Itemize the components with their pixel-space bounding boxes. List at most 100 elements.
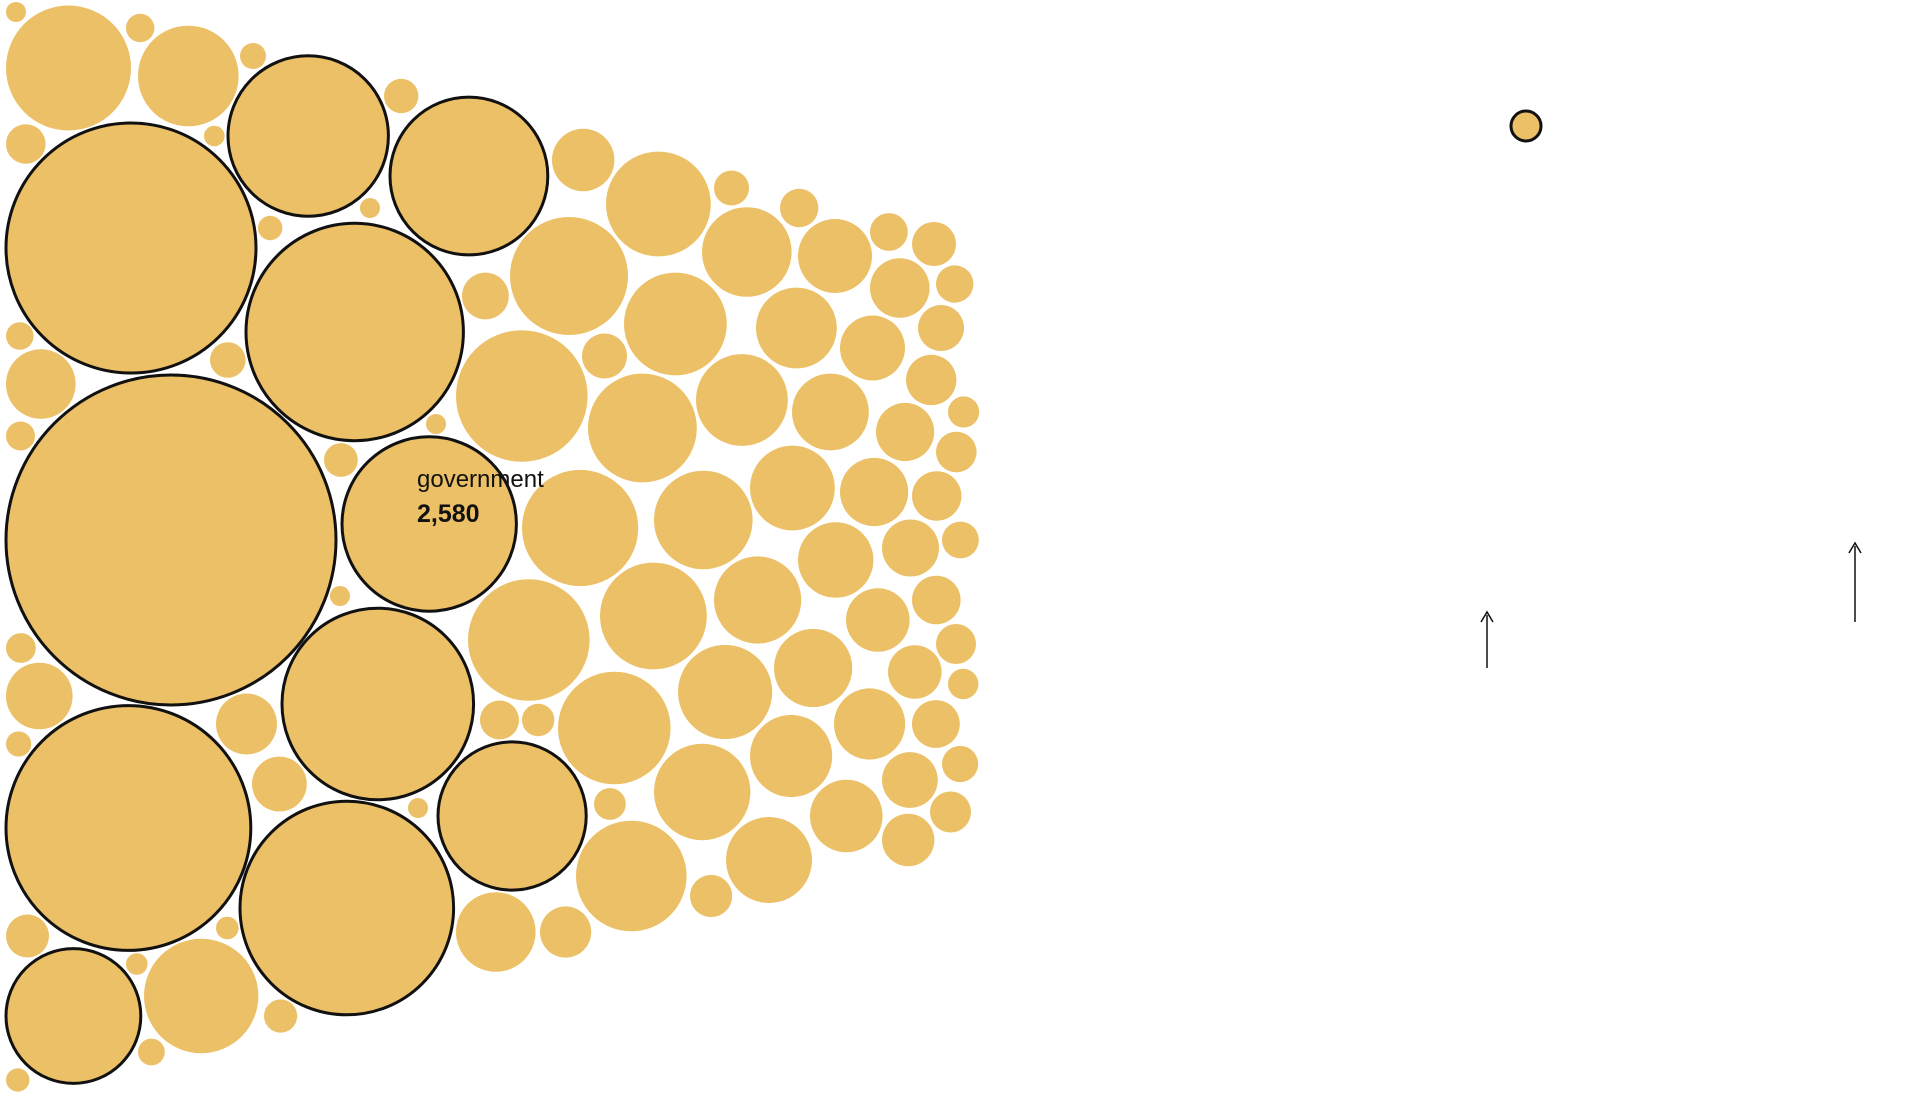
highlight-value: 2,580 — [417, 500, 480, 528]
bubble — [600, 562, 707, 670]
bubble — [882, 813, 935, 867]
bubble — [906, 354, 957, 406]
bubble — [216, 693, 277, 755]
bubble — [780, 188, 819, 228]
bubble — [870, 258, 930, 318]
bubble-outlined — [238, 799, 456, 1017]
bubble — [576, 820, 687, 932]
bubble — [324, 443, 358, 477]
bubble — [936, 624, 976, 664]
bubble — [912, 575, 961, 625]
bubble — [330, 586, 350, 606]
bubble — [6, 914, 49, 958]
bubble — [912, 471, 962, 521]
bubble-outlined — [340, 435, 518, 613]
bubble — [408, 798, 428, 818]
bubble — [582, 333, 627, 379]
bubble — [750, 714, 833, 798]
bubble — [834, 688, 906, 760]
bubble — [6, 731, 32, 757]
bubble — [6, 5, 131, 131]
bubble — [540, 906, 592, 958]
bubble — [594, 788, 626, 820]
bubble-outlined — [4, 121, 258, 375]
bubble-outlined — [4, 704, 253, 952]
bubble — [750, 445, 835, 531]
bubble — [912, 222, 956, 266]
bubble — [6, 349, 76, 419]
bubble — [798, 522, 874, 598]
bubble — [792, 373, 869, 451]
annotation-arrow-1 — [1480, 610, 1494, 668]
bubble — [6, 633, 36, 663]
bubble — [522, 469, 639, 587]
bubble — [126, 953, 148, 975]
bubble — [138, 25, 239, 127]
bubble — [882, 519, 939, 577]
bubble-outlined — [280, 606, 476, 802]
bubble — [462, 272, 509, 320]
bubble — [690, 874, 733, 918]
bubble — [948, 668, 979, 700]
bubble — [510, 217, 628, 335]
bubble — [456, 892, 536, 972]
bubble — [840, 457, 909, 527]
highlight-label: government — [417, 466, 544, 493]
bubble-outlined — [226, 54, 390, 218]
annotation-arrow-2 — [1848, 541, 1862, 622]
bubble — [930, 791, 971, 833]
bubble — [948, 396, 980, 428]
bubble — [606, 151, 711, 257]
bubble — [942, 521, 979, 559]
bubble — [810, 779, 883, 853]
bubble-outlined — [388, 95, 550, 257]
bubble — [696, 354, 788, 446]
bubble — [360, 198, 380, 218]
bubble-outlined — [244, 221, 465, 443]
bubble — [426, 414, 446, 434]
bubble — [6, 124, 46, 164]
bubble — [942, 745, 979, 783]
bubble — [264, 999, 298, 1033]
bubble — [882, 752, 938, 808]
bubble — [6, 421, 35, 451]
legend-bubble — [1509, 109, 1543, 143]
bubble — [774, 628, 853, 708]
bubble — [468, 579, 590, 701]
bubble — [756, 287, 837, 369]
bubble — [456, 330, 588, 462]
bubble — [702, 207, 792, 297]
bubble — [240, 43, 266, 69]
bubble — [252, 756, 307, 812]
bubble — [714, 170, 749, 206]
bubble — [126, 13, 155, 43]
bubble — [714, 556, 802, 644]
bubble — [654, 470, 753, 570]
bubble — [216, 916, 239, 940]
bubble — [6, 662, 73, 730]
bubble — [888, 645, 942, 699]
bubble — [936, 431, 977, 473]
bubble — [798, 219, 872, 293]
bubble-group — [4, 2, 980, 1092]
bubble — [846, 588, 910, 652]
bubble — [6, 1068, 30, 1092]
bubble — [918, 305, 964, 351]
bubble — [6, 2, 26, 22]
bubble — [5, 322, 34, 350]
bubble — [870, 213, 908, 251]
bubble — [624, 272, 727, 376]
bubble — [144, 938, 259, 1054]
bubble — [840, 315, 905, 381]
bubble — [678, 644, 773, 740]
bubble — [876, 402, 935, 462]
annotation-group: government 2,580 — [417, 109, 1862, 668]
bubble — [204, 125, 225, 147]
bubble-outlined — [4, 947, 143, 1085]
bubble — [480, 700, 519, 740]
bubble — [522, 703, 555, 737]
bubble — [558, 671, 671, 785]
bubble — [384, 78, 419, 114]
bubble — [552, 128, 615, 192]
